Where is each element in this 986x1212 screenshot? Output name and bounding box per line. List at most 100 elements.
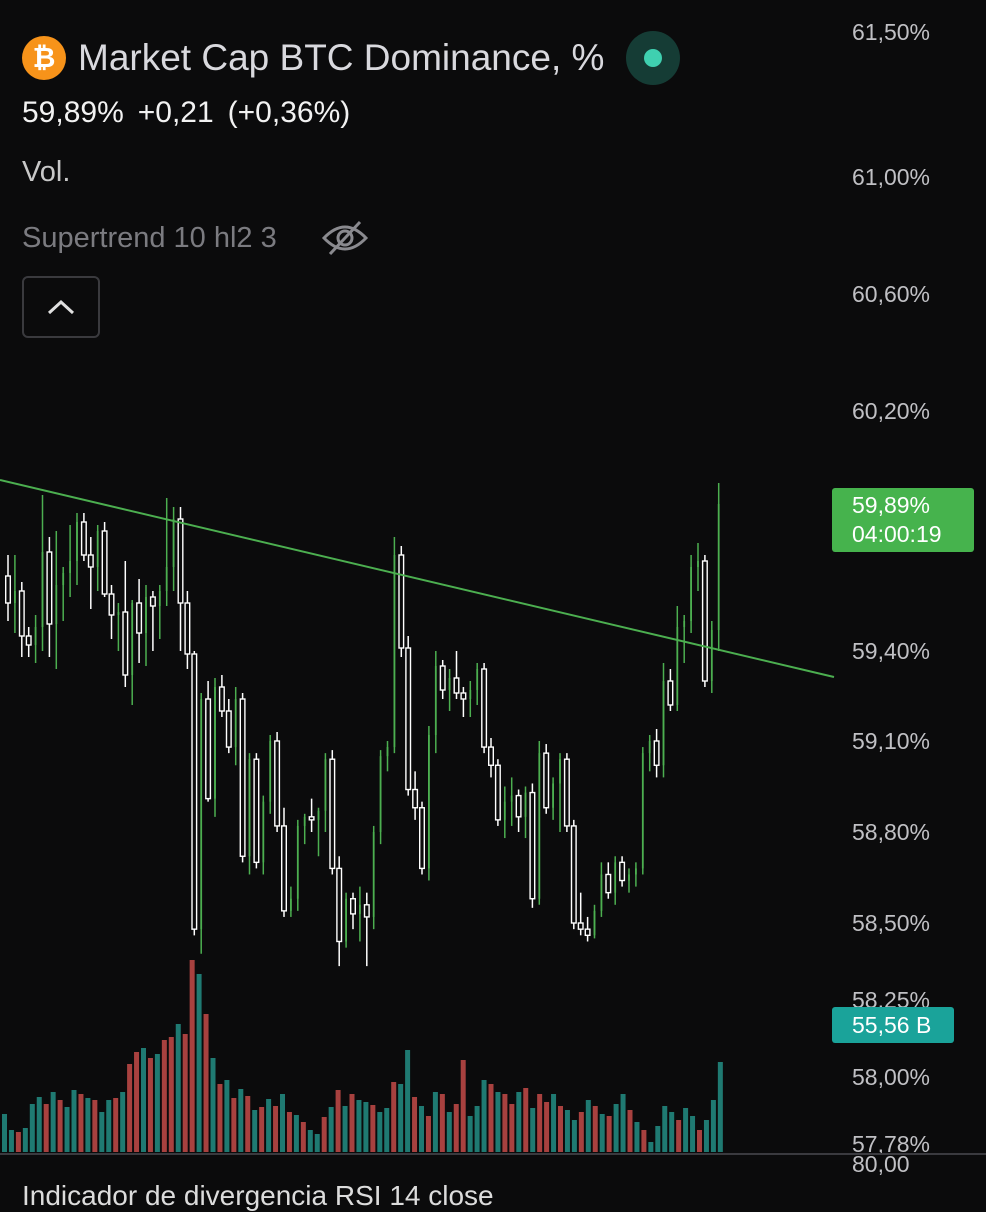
candle: [653, 729, 660, 778]
volume-bar: [662, 1106, 668, 1152]
volume-bar: [217, 1084, 223, 1152]
volume-label[interactable]: Vol.: [22, 156, 71, 188]
volume-bar: [356, 1100, 362, 1152]
volume-bars: [2, 960, 723, 1152]
candle: [359, 886, 361, 942]
bottom-indicator-label[interactable]: Indicador de divergencia RSI 14 close: [22, 1180, 494, 1211]
volume-bar: [71, 1090, 77, 1152]
volume-bar: [516, 1092, 522, 1152]
price-axis[interactable]: 61,50% 61,00% 60,60% 60,20% 59,40% 59,10% 58,8…: [852, 19, 930, 1157]
candle: [600, 862, 603, 917]
volume-bar: [154, 1054, 160, 1152]
eye-hidden-icon[interactable]: [321, 218, 369, 258]
candle: [262, 795, 265, 875]
volume-bar: [245, 1096, 251, 1152]
candle: [529, 783, 536, 908]
volume-bar: [259, 1107, 265, 1152]
volume-bar: [286, 1112, 292, 1152]
collapse-legend-button[interactable]: [22, 276, 100, 338]
volume-bar: [147, 1058, 153, 1152]
volume-bar: [224, 1080, 230, 1152]
candle: [563, 753, 570, 832]
market-status-icon[interactable]: [626, 31, 681, 85]
volume-bar: [655, 1126, 661, 1152]
volume-bar: [613, 1104, 619, 1152]
volume-bar: [189, 960, 195, 1152]
volume-bar: [648, 1142, 654, 1152]
volume-bar: [690, 1116, 696, 1152]
candle: [593, 904, 596, 939]
candle: [552, 777, 554, 820]
candle: [101, 522, 108, 597]
candle: [494, 759, 501, 826]
volume-bar: [669, 1112, 675, 1152]
volume-bar: [36, 1097, 42, 1152]
candle: [379, 750, 382, 845]
candle: [619, 856, 626, 887]
symbol-title[interactable]: Market Cap BTC Dominance, %: [78, 37, 605, 78]
volume-bar: [252, 1110, 258, 1152]
candle: [648, 735, 651, 772]
volume-bar: [328, 1107, 334, 1152]
axis-tick-label: 61,50%: [852, 19, 930, 45]
candle: [662, 663, 665, 778]
volume-bar: [717, 1062, 723, 1152]
volume-bar: [405, 1050, 411, 1152]
volume-bar: [453, 1104, 459, 1152]
candle: [55, 531, 58, 669]
volume-bar: [474, 1106, 480, 1152]
candle: [710, 621, 713, 693]
candle: [510, 777, 513, 826]
header-title-row: ₿ Market Cap BTC Dominance, %: [22, 31, 681, 85]
candle: [605, 862, 612, 899]
candle: [177, 507, 184, 651]
volume-bar: [43, 1104, 49, 1152]
candle: [14, 555, 16, 633]
volume-bar: [15, 1132, 21, 1152]
candle: [614, 856, 617, 905]
volume-bar: [481, 1080, 487, 1152]
candle: [184, 591, 191, 669]
volume-bar: [64, 1107, 70, 1152]
candle: [683, 615, 686, 663]
volume-bar: [273, 1106, 279, 1152]
volume-bar: [203, 1014, 209, 1152]
volume-bar: [321, 1117, 327, 1152]
volume-bar: [676, 1120, 682, 1152]
price-row: 59,89% +0,21 (+0,36%): [22, 96, 364, 130]
volume-bar: [106, 1100, 112, 1152]
candles: [4, 483, 720, 967]
candle: [398, 546, 405, 657]
candle: [131, 600, 134, 705]
candle: [350, 892, 357, 930]
candle: [503, 786, 506, 839]
volume-bar: [558, 1106, 563, 1152]
axis-tick-label: 59,10%: [852, 728, 930, 754]
volume-bar: [29, 1104, 35, 1152]
volume-bar: [349, 1094, 355, 1152]
last-price: 59,89%: [22, 96, 124, 129]
volume-bar: [210, 1058, 216, 1152]
volume-bar: [238, 1089, 244, 1152]
volume-bar: [620, 1094, 626, 1152]
volume-bar: [50, 1092, 56, 1152]
volume-bar: [85, 1098, 91, 1152]
candle: [136, 579, 143, 663]
candle: [290, 886, 292, 917]
volume-bar: [300, 1122, 306, 1152]
candle: [570, 819, 577, 930]
candle: [117, 603, 120, 651]
volume-bar: [370, 1105, 376, 1152]
volume-bar: [175, 1024, 181, 1152]
volume-bar: [57, 1100, 63, 1152]
volume-bar: [266, 1099, 272, 1152]
indicator-label[interactable]: Supertrend 10 hl2 3: [22, 221, 277, 254]
candle: [524, 786, 527, 839]
volume-bar: [377, 1112, 383, 1152]
volume-bar: [412, 1097, 418, 1152]
candle: [559, 753, 561, 832]
volume-bar: [697, 1130, 702, 1152]
price-tag-countdown: 04:00:19: [852, 521, 942, 547]
candle: [690, 555, 692, 633]
